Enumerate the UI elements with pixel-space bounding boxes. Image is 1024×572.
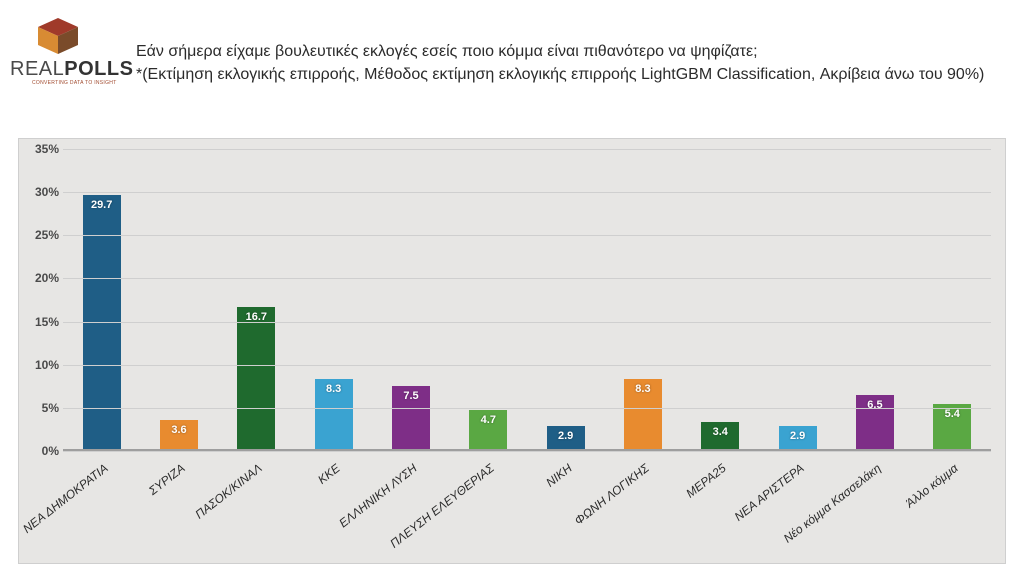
grid-line <box>63 192 991 193</box>
x-tick-label: ΝΙΚΗ <box>543 461 574 490</box>
x-label-slot: ΠΑΣΟΚ/ΚΙΝΑΛ <box>218 451 295 563</box>
grid-line <box>63 278 991 279</box>
bar-slot: 2.9 <box>759 149 836 451</box>
bar: 8.3 <box>624 379 662 451</box>
x-labels: ΝΕΑ ΔΗΜΟΚΡΑΤΙΑΣΥΡΙΖΑΠΑΣΟΚ/ΚΙΝΑΛΚΚΕΕΛΛΗΝΙ… <box>63 451 991 563</box>
grid-line <box>63 235 991 236</box>
bar-slot: 8.3 <box>604 149 681 451</box>
question-line1: Εάν σήμερα είχαμε βουλευτικές εκλογές εσ… <box>136 40 984 63</box>
question-line2: *(Εκτίμηση εκλογικής επιρροής, Μέθοδος ε… <box>136 63 984 86</box>
x-label-slot: ΦΩΝΗ ΛΟΓΙΚΗΣ <box>604 451 681 563</box>
bar: 4.7 <box>469 410 507 451</box>
bar: 5.4 <box>933 404 971 451</box>
bar-value-label: 3.6 <box>171 424 186 436</box>
x-label-slot: ΝΕΑ ΔΗΜΟΚΡΑΤΙΑ <box>63 451 140 563</box>
logo-text-thin: REAL <box>10 58 64 80</box>
logo-cube-icon <box>38 18 78 54</box>
bar: 8.3 <box>315 379 353 451</box>
x-label-slot: ΠΛΕΥΣΗ ΕΛΕΥΘΕΡΙΑΣ <box>450 451 527 563</box>
y-tick-label: 30% <box>35 185 59 199</box>
bar: 2.9 <box>779 426 817 451</box>
x-tick-label: ΚΚΕ <box>315 461 343 487</box>
logo-wordmark: REALPOLLS <box>10 58 133 81</box>
bar-value-label: 3.4 <box>713 426 728 438</box>
logo-text-bold: POLLS <box>64 58 133 80</box>
y-tick-label: 25% <box>35 228 59 242</box>
bar-value-label: 4.7 <box>481 414 496 426</box>
logo-subtitle: CONVERTING DATA TO INSIGHT <box>32 80 117 86</box>
x-tick-label: ΜΕΡΑ25 <box>684 461 729 501</box>
bar: 2.9 <box>547 426 585 451</box>
bar-value-label: 8.3 <box>326 383 341 395</box>
bar-value-label: 2.9 <box>790 430 805 442</box>
bar-slot: 3.4 <box>682 149 759 451</box>
bar-slot: 2.9 <box>527 149 604 451</box>
bar: 29.7 <box>83 195 121 451</box>
bar-slot: 29.7 <box>63 149 140 451</box>
bar-value-label: 5.4 <box>945 408 960 420</box>
bar-slot: 7.5 <box>372 149 449 451</box>
grid-line <box>63 149 991 150</box>
bar-slot: 16.7 <box>218 149 295 451</box>
y-tick-label: 0% <box>42 444 59 458</box>
x-tick-label: ΣΥΡΙΖΑ <box>146 461 188 498</box>
x-tick-label: ΝΕΑ ΔΗΜΟΚΡΑΤΙΑ <box>20 461 110 536</box>
poll-page: REALPOLLS CONVERTING DATA TO INSIGHT Εάν… <box>0 0 1024 572</box>
bar-slot: 6.5 <box>836 149 913 451</box>
bar-slot: 4.7 <box>450 149 527 451</box>
y-tick-label: 10% <box>35 358 59 372</box>
y-tick-label: 35% <box>35 142 59 156</box>
bar: 6.5 <box>856 395 894 451</box>
bar-value-label: 7.5 <box>403 390 418 402</box>
y-tick-label: 15% <box>35 315 59 329</box>
plot-area: 29.73.616.78.37.54.72.98.33.42.96.55.4 0… <box>63 149 991 451</box>
bars-container: 29.7 3.6 16.7 8.3 7.5 4.7 2.9 8.3 3.4 2.9 6.5 5.4 <box>63 149 991 451</box>
logo: REALPOLLS CONVERTING DATA TO INSIGHT <box>10 18 120 88</box>
bar: 7.5 <box>392 386 430 451</box>
bar: 16.7 <box>237 307 275 451</box>
x-label-slot: Νέο κόμμα Κασσελάκη <box>836 451 913 563</box>
bar-slot: 3.6 <box>140 149 217 451</box>
bar-value-label: 29.7 <box>91 199 112 211</box>
y-tick-label: 5% <box>42 401 59 415</box>
bar-chart: 29.7 3.6 16.7 8.3 7.5 4.7 2.9 8.3 3.4 2.9 6.5 5.4 0… <box>18 138 1006 564</box>
question-text: Εάν σήμερα είχαμε βουλευτικές εκλογές εσ… <box>136 40 984 86</box>
bar: 3.6 <box>160 420 198 451</box>
grid-line <box>63 408 991 409</box>
y-tick-label: 20% <box>35 271 59 285</box>
bar-value-label: 2.9 <box>558 430 573 442</box>
grid-line <box>63 365 991 366</box>
grid-line <box>63 322 991 323</box>
bar-slot: 5.4 <box>914 149 991 451</box>
bar-value-label: 6.5 <box>867 399 882 411</box>
x-label-slot: Άλλο κόμμα <box>914 451 991 563</box>
header: REALPOLLS CONVERTING DATA TO INSIGHT Εάν… <box>10 10 1014 120</box>
bar: 3.4 <box>701 422 739 451</box>
bar-slot: 8.3 <box>295 149 372 451</box>
bar-value-label: 8.3 <box>635 383 650 395</box>
